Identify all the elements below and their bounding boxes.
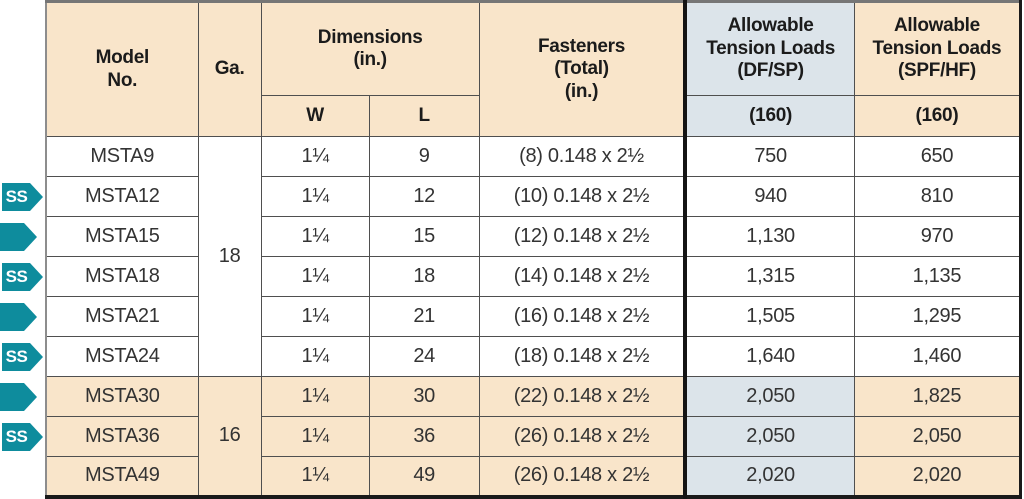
cell-ga-16: 16 (197, 376, 262, 497)
cell-model: MSTA21 (45, 296, 199, 337)
cell-l: 49 (368, 456, 480, 497)
cell-load-spfhf: 1,295 (853, 296, 1022, 337)
header-l: L (368, 95, 480, 137)
cell-l: 24 (368, 336, 480, 377)
cell-load-dfsp: 1,130 (683, 216, 855, 257)
cell-model: MSTA49 (45, 456, 199, 497)
table-row-msta18: MSTA18 1¼ 18 (14) 0.148 x 2½ 1,315 1,135 (45, 256, 1022, 297)
header-dimensions: Dimensions (in.) (260, 1, 480, 96)
cell-fasteners: (12) 0.148 x 2½ (478, 216, 686, 257)
cell-fasteners: (14) 0.148 x 2½ (478, 256, 686, 297)
cell-load-dfsp: 1,640 (683, 336, 855, 377)
header-ga: Ga. (197, 1, 262, 137)
cell-load-dfsp: 940 (683, 176, 855, 217)
arrow-badge-msta21 (0, 303, 37, 331)
cell-w: 1¼ (260, 416, 370, 457)
cell-load-spfhf: 810 (853, 176, 1022, 217)
cell-load-spfhf: 2,050 (853, 416, 1022, 457)
cell-w: 1¼ (260, 376, 370, 417)
cell-load-spfhf: 970 (853, 216, 1022, 257)
table-row-msta49: MSTA49 1¼ 49 (26) 0.148 x 2½ 2,020 2,020 (45, 456, 1022, 497)
cell-load-dfsp: 1,505 (683, 296, 855, 337)
arrow-badge-msta15 (0, 223, 37, 251)
cell-w: 1¼ (260, 296, 370, 337)
cell-load-spfhf: 2,020 (853, 456, 1022, 497)
table-row-msta30: MSTA30 16 1¼ 30 (22) 0.148 x 2½ 2,050 1,… (45, 376, 1022, 497)
cell-fasteners: (16) 0.148 x 2½ (478, 296, 686, 337)
ss-badge-msta36: SS (2, 423, 43, 451)
table-row-msta12: MSTA12 1¼ 12 (10) 0.148 x 2½ 940 810 (45, 176, 1022, 217)
cell-fasteners: (8) 0.148 x 2½ (478, 136, 686, 177)
header-allowable-dfsp: Allowable Tension Loads (DF/SP) (683, 1, 855, 96)
table-row-msta24: MSTA24 1¼ 24 (18) 0.148 x 2½ 1,640 1,460 (45, 336, 1022, 377)
cell-load-spfhf: 1,825 (853, 376, 1022, 417)
cell-load-dfsp: 750 (683, 136, 855, 177)
cell-fasteners: (22) 0.148 x 2½ (478, 376, 686, 417)
cell-ga-18: 18 (197, 136, 262, 377)
cell-l: 30 (368, 376, 480, 417)
table-row-msta21: MSTA21 1¼ 21 (16) 0.148 x 2½ 1,505 1,295 (45, 296, 1022, 337)
msta-strap-load-table: Model No. Ga. Dimensions (in.) Fasteners… (45, 0, 1022, 499)
header-model-no: Model No. (45, 1, 199, 137)
cell-load-dfsp: 2,050 (683, 416, 855, 457)
table-row-msta15: MSTA15 1¼ 15 (12) 0.148 x 2½ 1,130 970 (45, 216, 1022, 257)
header-spfhf-160: (160) (853, 95, 1022, 137)
cell-l: 36 (368, 416, 480, 457)
cell-l: 18 (368, 256, 480, 297)
cell-load-spfhf: 650 (853, 136, 1022, 177)
cell-l: 21 (368, 296, 480, 337)
cell-l: 9 (368, 136, 480, 177)
cell-w: 1¼ (260, 336, 370, 377)
header-row-1: Model No. Ga. Dimensions (in.) Fasteners… (45, 1, 1022, 137)
cell-model: MSTA18 (45, 256, 199, 297)
arrow-badge-msta30 (0, 383, 37, 411)
cell-model: MSTA24 (45, 336, 199, 377)
cell-load-spfhf: 1,135 (853, 256, 1022, 297)
cell-model: MSTA36 (45, 416, 199, 457)
cell-w: 1¼ (260, 256, 370, 297)
cell-model: MSTA12 (45, 176, 199, 217)
ss-badge-msta24: SS (2, 343, 43, 371)
ss-badge-msta12: SS (2, 183, 43, 211)
header-allowable-spfhf: Allowable Tension Loads (SPF/HF) (853, 1, 1022, 96)
cell-load-dfsp: 2,020 (683, 456, 855, 497)
table-row-msta36: MSTA36 1¼ 36 (26) 0.148 x 2½ 2,050 2,050 (45, 416, 1022, 457)
cell-model: MSTA15 (45, 216, 199, 257)
ss-badge-msta18: SS (2, 263, 43, 291)
cell-w: 1¼ (260, 136, 370, 177)
header-row-2: W L (160) (160) (46, 95, 1022, 137)
header-dfsp-160: (160) (683, 95, 855, 137)
cell-load-dfsp: 2,050 (683, 376, 855, 417)
cell-w: 1¼ (260, 176, 370, 217)
cell-fasteners: (10) 0.148 x 2½ (478, 176, 686, 217)
header-w: W (260, 95, 370, 137)
cell-load-spfhf: 1,460 (853, 336, 1022, 377)
cell-fasteners: (26) 0.148 x 2½ (478, 416, 686, 457)
cell-l: 12 (368, 176, 480, 217)
table-row-msta9: MSTA9 18 1¼ 9 (8) 0.148 x 2½ 750 650 (45, 136, 1022, 377)
cell-w: 1¼ (260, 456, 370, 497)
cell-model: MSTA9 (45, 136, 199, 177)
header-fasteners: Fasteners (Total) (in.) (478, 1, 686, 137)
cell-load-dfsp: 1,315 (683, 256, 855, 297)
cell-fasteners: (18) 0.148 x 2½ (478, 336, 686, 377)
cell-l: 15 (368, 216, 480, 257)
cell-model: MSTA30 (45, 376, 199, 417)
cell-w: 1¼ (260, 216, 370, 257)
cell-fasteners: (26) 0.148 x 2½ (478, 456, 686, 497)
